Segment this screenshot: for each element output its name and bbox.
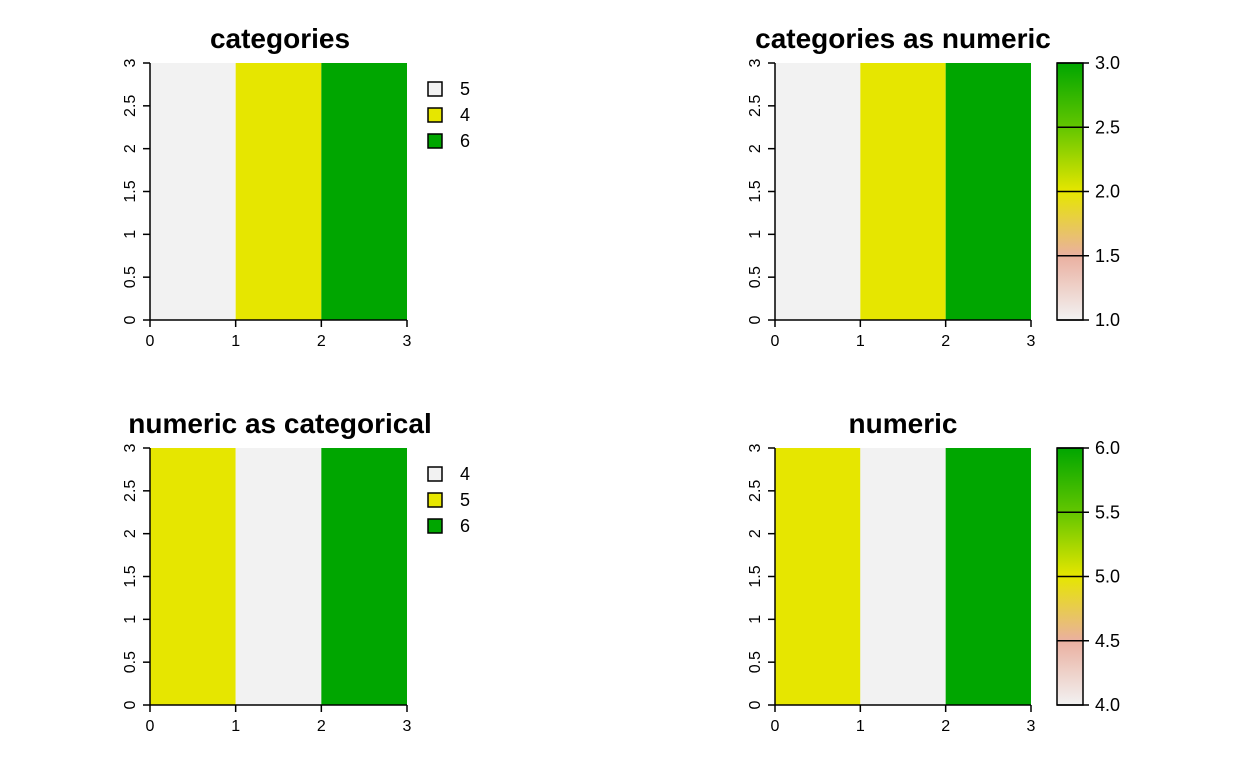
legend-label: 6 xyxy=(460,131,470,151)
x-tick-label: 2 xyxy=(941,718,950,735)
y-tick-label: 3 xyxy=(747,58,764,67)
colorbar-label: 2.0 xyxy=(1095,182,1120,202)
panel-title: categories xyxy=(210,23,350,54)
panel-title: numeric as categorical xyxy=(128,408,431,439)
y-tick-label: 0 xyxy=(747,700,764,709)
x-tick-label: 3 xyxy=(403,718,412,735)
x-tick-label: 3 xyxy=(1027,718,1036,735)
y-tick-label: 3 xyxy=(122,443,139,452)
raster-cell xyxy=(860,448,946,705)
colorbar-label: 6.0 xyxy=(1095,438,1120,458)
x-tick-label: 2 xyxy=(317,718,326,735)
raster-cell xyxy=(321,63,407,320)
y-tick-label: 2.5 xyxy=(747,95,764,117)
y-tick-label: 1.5 xyxy=(747,565,764,587)
legend-label: 5 xyxy=(460,79,470,99)
y-tick-label: 1.5 xyxy=(122,180,139,202)
legend-swatch xyxy=(427,107,443,123)
panel-3: numeric as categorical 0 1 2 3 0 0.5 1 1.5 2 2.5 3 4… xyxy=(122,408,470,735)
raster-cell xyxy=(945,448,1031,705)
y-tick-label: 0 xyxy=(122,315,139,324)
x-tick-label: 1 xyxy=(856,718,865,735)
colorbar-label: 1.5 xyxy=(1095,246,1120,266)
y-tick-label: 1 xyxy=(747,615,764,624)
raster-cell xyxy=(775,448,861,705)
legend-swatch xyxy=(427,492,443,508)
colorbar-label: 5.5 xyxy=(1095,502,1120,522)
colorbar-label: 1.0 xyxy=(1095,310,1120,330)
y-tick-label: 0.5 xyxy=(122,266,139,288)
y-tick-label: 1.5 xyxy=(122,565,139,587)
y-tick-label: 2 xyxy=(747,529,764,538)
raster-cell xyxy=(235,63,322,320)
colorbar-label: 4.0 xyxy=(1095,695,1120,715)
y-tick-label: 0.5 xyxy=(122,651,139,673)
x-tick-label: 0 xyxy=(771,333,780,350)
colorbar-label: 2.5 xyxy=(1095,117,1120,137)
x-tick-label: 3 xyxy=(403,333,412,350)
legend-swatch xyxy=(427,81,443,97)
colorbar-label: 3.0 xyxy=(1095,53,1120,73)
x-tick-label: 0 xyxy=(771,718,780,735)
panel-title: numeric xyxy=(849,408,958,439)
raster-cell xyxy=(235,448,322,705)
raster-cell xyxy=(150,63,236,320)
panel-1: categories 0 1 2 3 0 0.5 1 1.5 2 2.5 3 5 4 6 xyxy=(122,23,470,350)
panel-2: categories as numeric 0 1 2 3 0 0.5 1 1.5 2 2.5 3 1.… xyxy=(747,23,1120,350)
y-tick-label: 2.5 xyxy=(122,480,139,502)
x-tick-label: 2 xyxy=(941,333,950,350)
y-tick-label: 2 xyxy=(122,529,139,538)
x-tick-label: 0 xyxy=(146,718,155,735)
legend-label: 5 xyxy=(460,490,470,510)
x-tick-label: 3 xyxy=(1027,333,1036,350)
y-tick-label: 2.5 xyxy=(122,95,139,117)
y-tick-label: 2 xyxy=(122,144,139,153)
raster-cell xyxy=(150,448,236,705)
y-tick-label: 2 xyxy=(747,144,764,153)
legend-swatch xyxy=(427,466,443,482)
y-tick-label: 1 xyxy=(122,615,139,624)
y-tick-label: 0.5 xyxy=(747,651,764,673)
legend-swatch xyxy=(427,133,443,149)
legend-label: 4 xyxy=(460,464,470,484)
x-tick-label: 1 xyxy=(231,333,240,350)
colorbar-label: 4.5 xyxy=(1095,631,1120,651)
panel-title: categories as numeric xyxy=(755,23,1051,54)
colorbar-label: 5.0 xyxy=(1095,567,1120,587)
raster-cell xyxy=(775,63,861,320)
raster-cell xyxy=(860,63,946,320)
y-tick-label: 1.5 xyxy=(747,180,764,202)
x-tick-label: 1 xyxy=(231,718,240,735)
raster-cell xyxy=(945,63,1031,320)
x-tick-label: 2 xyxy=(317,333,326,350)
y-tick-label: 2.5 xyxy=(747,480,764,502)
x-tick-label: 0 xyxy=(146,333,155,350)
x-tick-label: 1 xyxy=(856,333,865,350)
legend-label: 4 xyxy=(460,105,470,125)
y-tick-label: 1 xyxy=(122,230,139,239)
y-tick-label: 0 xyxy=(122,700,139,709)
raster-cell xyxy=(321,448,407,705)
legend-swatch xyxy=(427,518,443,534)
y-tick-label: 0.5 xyxy=(747,266,764,288)
legend-label: 6 xyxy=(460,516,470,536)
panel-4: numeric 0 1 2 3 0 0.5 1 1.5 2 2.5 3 4.0 4.5 5.0 5.5 6.0 xyxy=(747,408,1120,735)
y-tick-label: 3 xyxy=(122,58,139,67)
y-tick-label: 3 xyxy=(747,443,764,452)
y-tick-label: 0 xyxy=(747,315,764,324)
y-tick-label: 1 xyxy=(747,230,764,239)
